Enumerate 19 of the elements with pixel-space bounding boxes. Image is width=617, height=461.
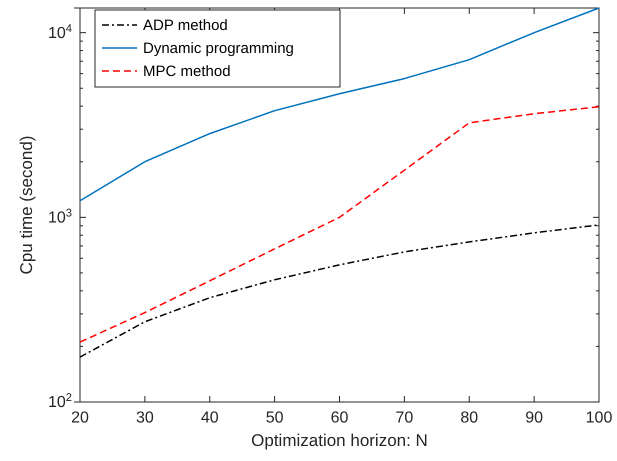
y-tick-label: 10$^{4}$ bbox=[48, 22, 72, 42]
x-tick-label: 60 bbox=[330, 409, 348, 426]
x-axis-title: Optimization horizon: N bbox=[251, 431, 428, 450]
y-axis-title: Cpu time (second) bbox=[17, 136, 36, 274]
line-series bbox=[79, 7, 600, 202]
x-tick-label: 80 bbox=[460, 409, 478, 426]
line-series bbox=[79, 106, 600, 343]
legend-label: MPC method bbox=[143, 63, 231, 80]
y-tick-label: 10$^{3}$ bbox=[48, 207, 72, 226]
x-tick-label: 50 bbox=[266, 409, 284, 426]
x-tick-label: 30 bbox=[136, 409, 154, 426]
x-tick-label: 90 bbox=[525, 409, 544, 426]
x-tick-label: 100 bbox=[586, 409, 612, 426]
legend-label: Dynamic programming bbox=[143, 40, 294, 57]
legend-label: ADP method bbox=[143, 17, 228, 34]
y-tick-label: 10$^{2}$ bbox=[48, 392, 72, 412]
x-tick-label: 70 bbox=[395, 409, 414, 426]
x-tick-label: 20 bbox=[71, 409, 89, 426]
x-tick-label: 40 bbox=[200, 409, 219, 426]
